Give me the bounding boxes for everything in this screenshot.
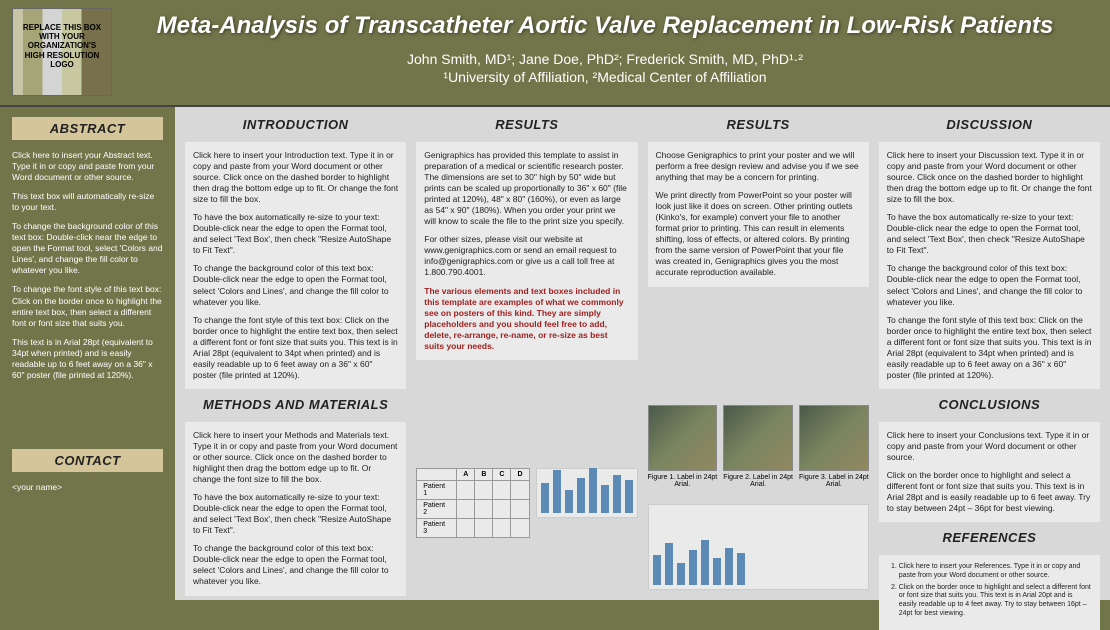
main-area: ABSTRACT Click here to insert your Abstr…	[0, 105, 1110, 600]
col-1: INTRODUCTION Click here to insert your I…	[185, 117, 406, 590]
patient-table: ABCD Patient 1 Patient 2 Patient 3	[416, 468, 529, 538]
discussion-heading: DISCUSSION	[879, 117, 1100, 132]
results-text: Genigraphics has provided this template …	[424, 150, 629, 227]
logo-placeholder: REPLACE THIS BOX WITH YOUR ORGANIZATION'…	[12, 8, 112, 96]
bar	[625, 480, 633, 513]
abstract-text: Click here to insert your Abstract text.…	[12, 150, 163, 183]
bar	[653, 555, 661, 585]
references-box: Click here to insert your References. Ty…	[879, 555, 1100, 630]
figures-row: Figure 1. Label in 24pt Arial. Figure 2.…	[648, 405, 869, 488]
figure-3: Figure 3. Label in 24pt Arial.	[799, 405, 869, 488]
figure-image	[799, 405, 869, 471]
conclusions-text: Click here to insert your Conclusions te…	[887, 430, 1092, 463]
bar	[689, 550, 697, 585]
reference-item: Click here to insert your References. Ty…	[899, 563, 1092, 581]
figure-caption: Figure 2. Label in 24pt Arial.	[723, 474, 793, 488]
abstract-text: To change the font style of this text bo…	[12, 284, 163, 328]
bar	[725, 548, 733, 586]
bar	[737, 553, 745, 586]
bar	[601, 485, 609, 513]
lower-area: ABCD Patient 1 Patient 2 Patient 3	[416, 368, 637, 590]
abstract-heading: ABSTRACT	[12, 117, 163, 140]
sidebar: ABSTRACT Click here to insert your Abstr…	[0, 105, 175, 600]
poster-title: Meta-Analysis of Transcatheter Aortic Va…	[142, 12, 1068, 40]
abstract-text: This text is in Arial 28pt (equivalent t…	[12, 337, 163, 381]
results-text-red: The various elements and text boxes incl…	[424, 286, 629, 352]
results-heading-1: RESULTS	[416, 117, 637, 132]
results-box-1: Genigraphics has provided this template …	[416, 142, 637, 360]
figure-1: Figure 1. Label in 24pt Arial.	[648, 405, 718, 488]
figure-2: Figure 2. Label in 24pt Arial.	[723, 405, 793, 488]
discussion-text: To change the background color of this t…	[887, 263, 1092, 307]
results-text: For other sizes, please visit our websit…	[424, 234, 629, 278]
bar	[713, 558, 721, 586]
intro-box: Click here to insert your Introduction t…	[185, 142, 406, 389]
discussion-text: Click here to insert your Discussion tex…	[887, 150, 1092, 205]
reference-item: Click on the border once to highlight an…	[899, 584, 1092, 619]
intro-text: Click here to insert your Introduction t…	[193, 150, 398, 205]
content-area: INTRODUCTION Click here to insert your I…	[175, 105, 1110, 600]
discussion-text: To change the font style of this text bo…	[887, 315, 1092, 381]
col-4: DISCUSSION Click here to insert your Dis…	[879, 117, 1100, 590]
results-heading-2: RESULTS	[648, 117, 869, 132]
methods-text: To change the background color of this t…	[193, 543, 398, 587]
results-box-2: Choose Genigraphics to print your poster…	[648, 142, 869, 287]
figure-caption: Figure 3. Label in 24pt Arial.	[799, 474, 869, 488]
poster-header: REPLACE THIS BOX WITH YOUR ORGANIZATION'…	[0, 0, 1110, 105]
conclusions-text: Click on the border once to highlight an…	[887, 470, 1092, 514]
title-area: Meta-Analysis of Transcatheter Aortic Va…	[112, 8, 1098, 97]
figure-caption: Figure 1. Label in 24pt Arial.	[648, 474, 718, 488]
bar	[589, 468, 597, 513]
conclusions-box: Click here to insert your Conclusions te…	[879, 422, 1100, 522]
bar	[577, 478, 585, 513]
discussion-text: To have the box automatically re-size to…	[887, 212, 1092, 256]
bar	[613, 475, 621, 513]
bar	[665, 543, 673, 586]
methods-heading: METHODS AND MATERIALS	[185, 397, 406, 412]
bar	[541, 483, 549, 513]
contact-heading: CONTACT	[12, 449, 163, 472]
contact-name: <your name>	[12, 482, 163, 493]
col-2: RESULTS Genigraphics has provided this t…	[416, 117, 637, 590]
results-text: Choose Genigraphics to print your poster…	[656, 150, 861, 183]
methods-text: To have the box automatically re-size to…	[193, 492, 398, 536]
bar	[677, 563, 685, 586]
intro-text: To change the font style of this text bo…	[193, 315, 398, 381]
conclusions-heading: CONCLUSIONS	[879, 397, 1100, 412]
affiliations-line: ¹University of Affiliation, ²Medical Cen…	[142, 68, 1068, 86]
bar-chart-2	[648, 504, 869, 590]
intro-text: To change the background color of this t…	[193, 263, 398, 307]
methods-box: Click here to insert your Methods and Ma…	[185, 422, 406, 596]
col-3: RESULTS Choose Genigraphics to print you…	[648, 117, 869, 590]
table-chart-row: ABCD Patient 1 Patient 2 Patient 3	[416, 468, 637, 538]
bar-chart	[536, 468, 638, 518]
intro-text: To have the box automatically re-size to…	[193, 212, 398, 256]
references-heading: REFERENCES	[879, 530, 1100, 545]
intro-heading: INTRODUCTION	[185, 117, 406, 132]
bar	[553, 470, 561, 513]
bar	[565, 490, 573, 513]
results-text: We print directly from PowerPoint so you…	[656, 190, 861, 278]
bar	[701, 540, 709, 585]
discussion-box: Click here to insert your Discussion tex…	[879, 142, 1100, 389]
abstract-text: To change the background color of this t…	[12, 221, 163, 276]
methods-text: Click here to insert your Methods and Ma…	[193, 430, 398, 485]
figure-image	[648, 405, 718, 471]
abstract-text: This text box will automatically re-size…	[12, 191, 163, 213]
figure-image	[723, 405, 793, 471]
authors-line: John Smith, MD¹; Jane Doe, PhD²; Frederi…	[142, 50, 1068, 68]
